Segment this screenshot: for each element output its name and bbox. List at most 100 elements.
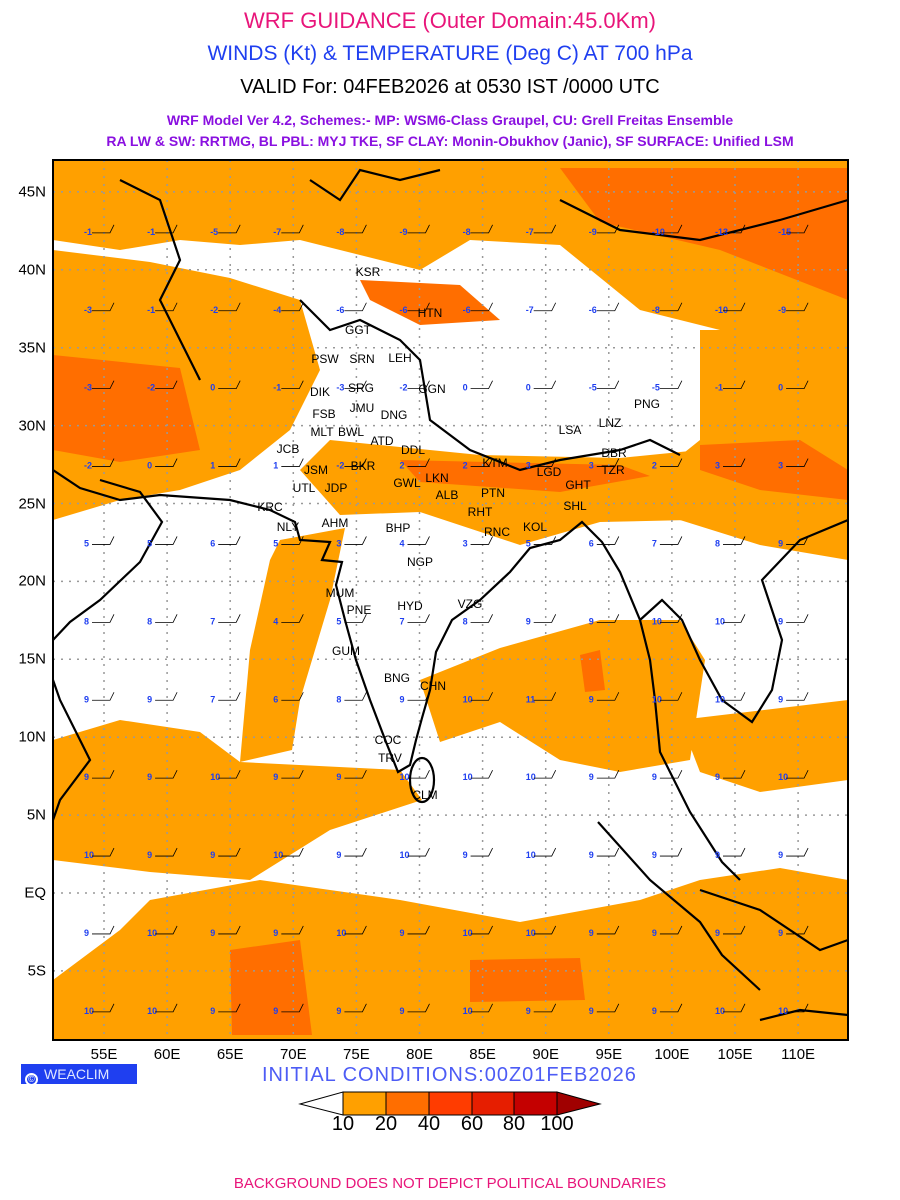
temperature-value: 9 bbox=[589, 1006, 594, 1016]
temperature-value: 7 bbox=[652, 538, 657, 548]
city-label: DIK bbox=[310, 385, 330, 399]
temperature-value: 1 bbox=[210, 461, 215, 471]
wind-barb bbox=[92, 925, 115, 935]
temperature-value: 7 bbox=[210, 694, 215, 704]
temperature-value: 10 bbox=[84, 850, 94, 860]
temperature-value: -6 bbox=[589, 305, 597, 315]
city-labels: KSR HTN GGT PSW SRN LEH DIK SRG JMU GGN FSB MLT BWL A… bbox=[257, 265, 660, 802]
wind-barb bbox=[723, 302, 746, 312]
city-label: LGD bbox=[537, 465, 562, 479]
wind-barb bbox=[218, 769, 241, 779]
wind-barb bbox=[344, 1003, 367, 1013]
wind-barb bbox=[281, 458, 304, 467]
wind-barb bbox=[470, 769, 493, 779]
city-label: JCB bbox=[277, 442, 300, 456]
chart-title: WRF GUIDANCE (Outer Domain:45.0Km) bbox=[244, 8, 656, 33]
wind-barb bbox=[786, 847, 809, 857]
wind-barb bbox=[596, 847, 620, 857]
temperature-value: -10 bbox=[652, 227, 665, 237]
temperature-value: 9 bbox=[778, 616, 783, 626]
temperature-value: -8 bbox=[336, 227, 344, 237]
city-label: BHP bbox=[386, 521, 411, 535]
model-info-line-2: RA LW & SW: RRTMG, BL PBL: MYJ TKE, SF C… bbox=[106, 133, 794, 149]
wind-barb bbox=[470, 1003, 493, 1013]
wind-barb bbox=[344, 302, 367, 312]
temperature-value: 9 bbox=[210, 1006, 215, 1016]
temperature-value: 9 bbox=[589, 850, 594, 860]
lat-tick-label: 5N bbox=[26, 806, 46, 824]
wind-barb bbox=[470, 614, 493, 623]
temperature-value: -15 bbox=[778, 227, 791, 237]
wind-barb bbox=[786, 302, 809, 312]
colorbar-bin bbox=[385, 1091, 430, 1116]
temperature-value: 3 bbox=[336, 538, 341, 548]
city-label: JMU bbox=[350, 401, 375, 415]
wind-barb bbox=[281, 692, 304, 701]
temperature-value: -5 bbox=[652, 383, 660, 393]
temperature-value: 9 bbox=[778, 928, 783, 938]
temperature-value: -6 bbox=[463, 305, 471, 315]
wind-speed-shading bbox=[53, 160, 848, 1040]
city-label: RNC bbox=[484, 525, 510, 539]
wind-barb bbox=[281, 1003, 304, 1013]
coastlines bbox=[53, 168, 848, 1022]
city-label: PTN bbox=[481, 486, 505, 500]
wind-barb bbox=[92, 380, 115, 390]
wind-barb bbox=[596, 1003, 620, 1013]
temperature-value: 9 bbox=[210, 928, 215, 938]
wind-barb bbox=[344, 224, 367, 234]
temperature-value: -1 bbox=[147, 305, 155, 315]
colorbar bbox=[298, 1091, 602, 1116]
temperature-value: 5 bbox=[526, 538, 531, 548]
wind-barb bbox=[596, 692, 620, 701]
city-label: HYD bbox=[397, 599, 423, 613]
wind-barb bbox=[659, 692, 683, 701]
city-label: SRN bbox=[349, 352, 374, 366]
wind-barb bbox=[533, 925, 557, 935]
brand-name: WEACLIM bbox=[44, 1066, 110, 1082]
wind-barb bbox=[470, 458, 493, 467]
wind-barb bbox=[470, 302, 493, 312]
wind-barb bbox=[218, 458, 241, 467]
colorbar-bin bbox=[428, 1091, 473, 1116]
temperature-value: 5 bbox=[336, 616, 341, 626]
city-label: BKR bbox=[351, 459, 376, 473]
wind-barb bbox=[723, 925, 746, 935]
wind-barb bbox=[155, 769, 178, 779]
lon-tick-label: 90E bbox=[532, 1046, 560, 1063]
temperature-value: 9 bbox=[589, 694, 594, 704]
lat-tick-label: 5S bbox=[27, 962, 46, 980]
colorbar-label: 60 bbox=[460, 1113, 484, 1135]
temperature-value: 10 bbox=[400, 772, 410, 782]
temperature-value: 3 bbox=[589, 461, 594, 471]
temperature-value: -6 bbox=[400, 305, 408, 315]
city-label: BWL bbox=[338, 425, 364, 439]
lon-tick-label: 70E bbox=[279, 1046, 307, 1063]
temperature-value: 9 bbox=[463, 850, 468, 860]
lat-tick-label: 30N bbox=[18, 417, 46, 435]
city-label: BNG bbox=[384, 671, 410, 685]
wind-barb bbox=[281, 302, 304, 312]
city-label: ALB bbox=[436, 488, 459, 502]
temperature-value: 10 bbox=[336, 928, 346, 938]
temperature-value: 2 bbox=[652, 461, 657, 471]
temperature-value: 9 bbox=[273, 928, 278, 938]
temperature-value: 8 bbox=[84, 616, 89, 626]
wind-barb bbox=[659, 1003, 683, 1013]
wind-barb bbox=[470, 847, 493, 857]
lon-tick-label: 80E bbox=[406, 1046, 433, 1063]
wind-barb bbox=[470, 380, 493, 390]
wind-barb bbox=[92, 614, 115, 623]
wind-barb bbox=[344, 458, 367, 467]
temperature-value: 6 bbox=[273, 694, 278, 704]
lon-tick-label: 65E bbox=[216, 1046, 244, 1063]
colorbar-high-triangle bbox=[556, 1091, 602, 1116]
temperature-value: -8 bbox=[463, 227, 471, 237]
temperature-value: 7 bbox=[400, 616, 405, 626]
wind-barb bbox=[155, 614, 178, 623]
wind-barb bbox=[596, 224, 620, 234]
city-label: FSB bbox=[312, 407, 335, 421]
city-label: GGN bbox=[418, 382, 445, 396]
wind-barb bbox=[281, 380, 304, 390]
temperature-value: -13 bbox=[715, 227, 728, 237]
